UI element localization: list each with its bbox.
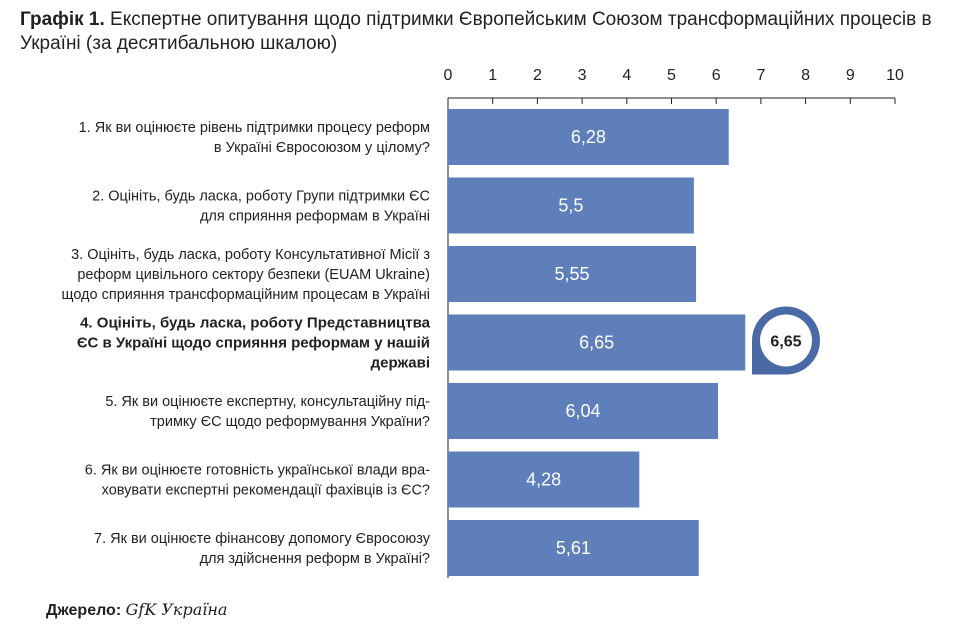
category-label-5-line-1: 5. Як ви оцінюєте експертну, консультаці…	[105, 394, 430, 410]
x-tick-label-9: 9	[846, 67, 855, 84]
category-label-2-line-2: для сприяння реформам в Україні	[200, 209, 430, 225]
highlight-callout-label: 6,65	[770, 334, 801, 351]
chart-title-text: Експертне опитування щодо підтримки Євро…	[20, 9, 932, 54]
category-label-3-line-2: реформ цивільного сектору безпеки (EUAM …	[77, 267, 430, 283]
source-label: Джерело:	[46, 602, 122, 619]
bar-3	[448, 246, 697, 302]
x-tick-label-10: 10	[886, 67, 904, 84]
x-tick-label-8: 8	[801, 67, 810, 84]
bar-value-label-3: 5,55	[555, 264, 590, 284]
category-label-5-line-2: тримку ЄС щодо реформування України?	[150, 414, 430, 430]
category-label-6-line-1: 6. Як ви оцінюєте готовність української…	[85, 463, 430, 479]
category-label-4-line-2: ЄС в Україні щодо сприяння реформам у на…	[77, 335, 430, 352]
bar-value-label-7: 5,61	[556, 538, 591, 558]
bar-4	[448, 314, 746, 371]
category-label-4-line-3: державі	[371, 355, 430, 372]
bar-2	[448, 177, 694, 234]
bar-value-label-6: 4,28	[526, 470, 561, 490]
chart-title: Графік 1. Експертне опитування щодо підт…	[20, 8, 940, 56]
category-label-3-line-1: 3. Оцініть, будь ласка, роботу Консульта…	[71, 247, 430, 263]
bar-1	[448, 109, 729, 165]
x-tick-label-4: 4	[622, 67, 631, 84]
source-value: GfK Україна	[125, 600, 228, 619]
x-tick-label-2: 2	[533, 67, 542, 84]
highlight-callout-inner	[760, 314, 812, 367]
category-label-4-line-1: 4. Оцініть, будь ласка, роботу Представн…	[80, 315, 431, 332]
category-label-6-line-2: ховувати експертні рекомендації фахівців…	[102, 483, 430, 499]
source-note: Джерело: GfK Україна	[46, 600, 227, 620]
x-tick-label-1: 1	[488, 67, 497, 84]
bar-value-label-5: 6,04	[565, 401, 600, 421]
bar-value-label-1: 6,28	[571, 127, 606, 147]
x-tick-label-0: 0	[444, 67, 453, 84]
x-tick-label-3: 3	[578, 67, 587, 84]
x-tick-label-7: 7	[756, 67, 765, 84]
bar-7	[448, 520, 699, 576]
x-tick-label-5: 5	[667, 67, 676, 84]
bar-value-label-2: 5,5	[558, 196, 583, 216]
chart-title-prefix: Графік 1.	[20, 9, 105, 30]
category-label-7-line-1: 7. Як ви оцінюєте фінансову допомогу Євр…	[94, 531, 431, 547]
category-label-1-line-1: 1. Як ви оцінюєте рівень підтримки проце…	[79, 120, 430, 136]
x-tick-label-6: 6	[712, 67, 721, 84]
category-label-3-line-3: щодо сприяння трансформаційним процесам …	[62, 287, 430, 303]
bar-value-label-4: 6,65	[579, 333, 614, 353]
bar-6	[448, 451, 640, 508]
bar-5	[448, 383, 718, 439]
category-label-1-line-2: в Україні Євросоюзом у цілому?	[214, 140, 430, 156]
category-label-7-line-2: для здійснення реформ в Україні?	[200, 551, 430, 567]
category-label-2-line-1: 2. Оцініть, будь ласка, роботу Групи під…	[92, 189, 430, 205]
